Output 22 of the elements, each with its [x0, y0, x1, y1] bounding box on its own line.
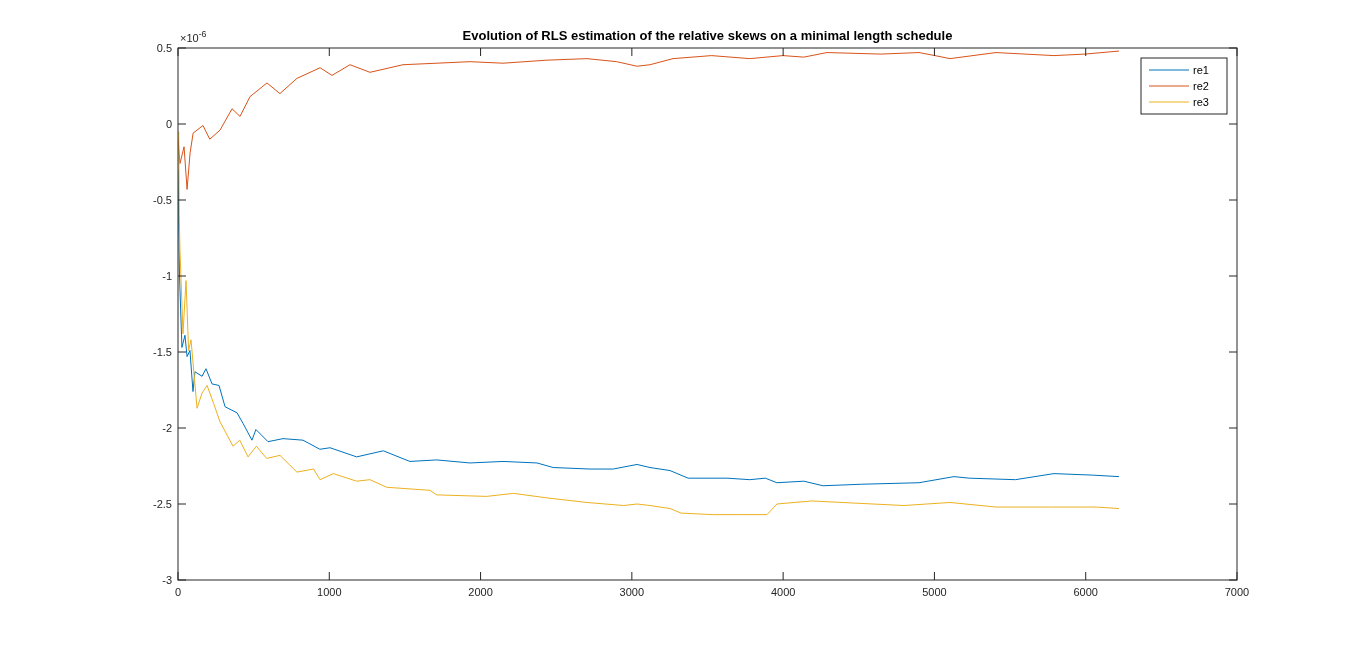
y-tick-label: 0 [165, 117, 172, 130]
y-tick-label: -3 [162, 573, 172, 586]
x-tick-label: 4000 [770, 586, 796, 598]
x-tick-label: 2000 [468, 586, 493, 598]
x-tick-label: 5000 [922, 586, 947, 598]
x-tick-label: 6000 [1073, 586, 1098, 598]
y-tick-label: -2 [162, 421, 172, 434]
y-tick-label: -1 [162, 269, 172, 282]
legend-label: re3 [1193, 95, 1209, 108]
y-tick-label: -1.5 [153, 345, 172, 358]
legend-label: re2 [1193, 79, 1209, 92]
chart-title: Evolution of RLS estimation of the relative skews on a minimal length schedule [462, 28, 953, 43]
x-tick-label: 0 [174, 586, 182, 598]
x-tick-label: 1000 [317, 586, 342, 598]
y-tick-label: -2.5 [153, 497, 172, 510]
text: ×10$^{-6}$ [180, 29, 207, 44]
x-tick-label: 7000 [1224, 586, 1250, 598]
legend-label: re1 [1193, 63, 1209, 76]
x-tick-label: 3000 [619, 586, 645, 598]
line-series [178, 50, 1120, 190]
y-tick-label: 0.5 [156, 41, 172, 54]
y-tick-label: -0.5 [153, 193, 172, 206]
